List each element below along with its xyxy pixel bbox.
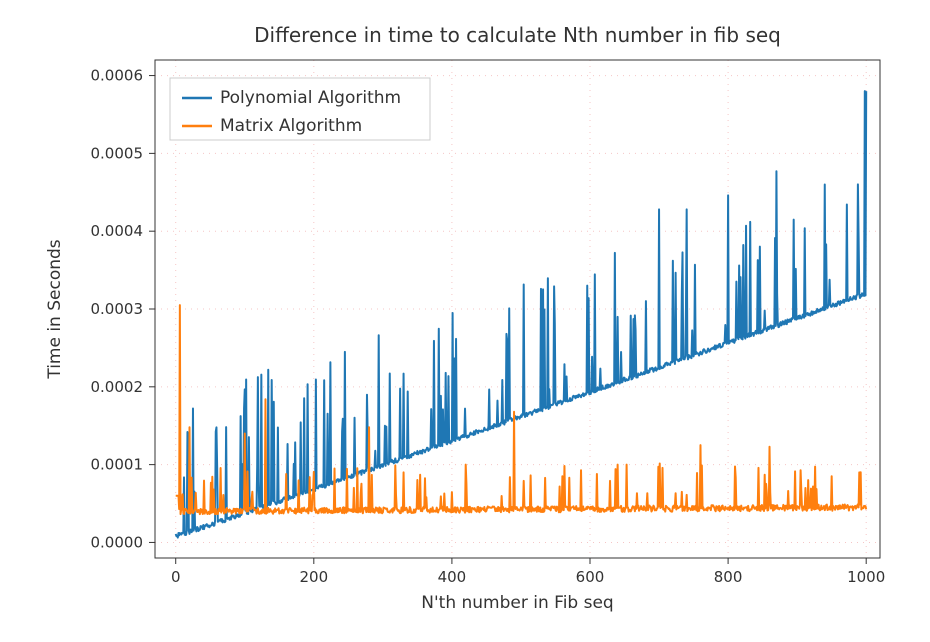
x-ticks: 0 200 400 600 800 1000 [171,558,885,586]
legend-label: Matrix Algorithm [220,116,362,136]
y-tick-label: 0.0000 [91,533,144,551]
x-tick-label: 800 [714,568,743,586]
x-axis-label: N'th number in Fib seq [421,593,613,613]
y-axis-label: Time in Seconds [45,239,65,379]
y-tick-label: 0.0002 [91,378,144,396]
legend-label: Polynomial Algorithm [220,88,401,108]
y-tick-label: 0.0006 [91,67,144,85]
y-tick-label: 0.0005 [91,144,144,162]
legend: Polynomial Algorithm Matrix Algorithm [170,78,430,140]
y-tick-label: 0.0004 [91,222,144,240]
x-tick-label: 1000 [847,568,885,586]
x-tick-label: 200 [299,568,328,586]
y-ticks: 0.0000 0.0001 0.0002 0.0003 0.0004 0.0005 0.00… [91,67,156,552]
chart-container: 02004006008001000 0.00000.00010.00020.00… [0,0,930,642]
x-tick-label: 400 [438,568,467,586]
y-tick-label: 0.0003 [91,300,144,318]
x-tick-label: 0 [171,568,181,586]
chart-svg: 02004006008001000 0.00000.00010.00020.00… [0,0,930,642]
y-tick-label: 0.0001 [91,456,144,474]
x-tick-label: 600 [576,568,605,586]
chart-title: Difference in time to calculate Nth numb… [254,23,781,47]
